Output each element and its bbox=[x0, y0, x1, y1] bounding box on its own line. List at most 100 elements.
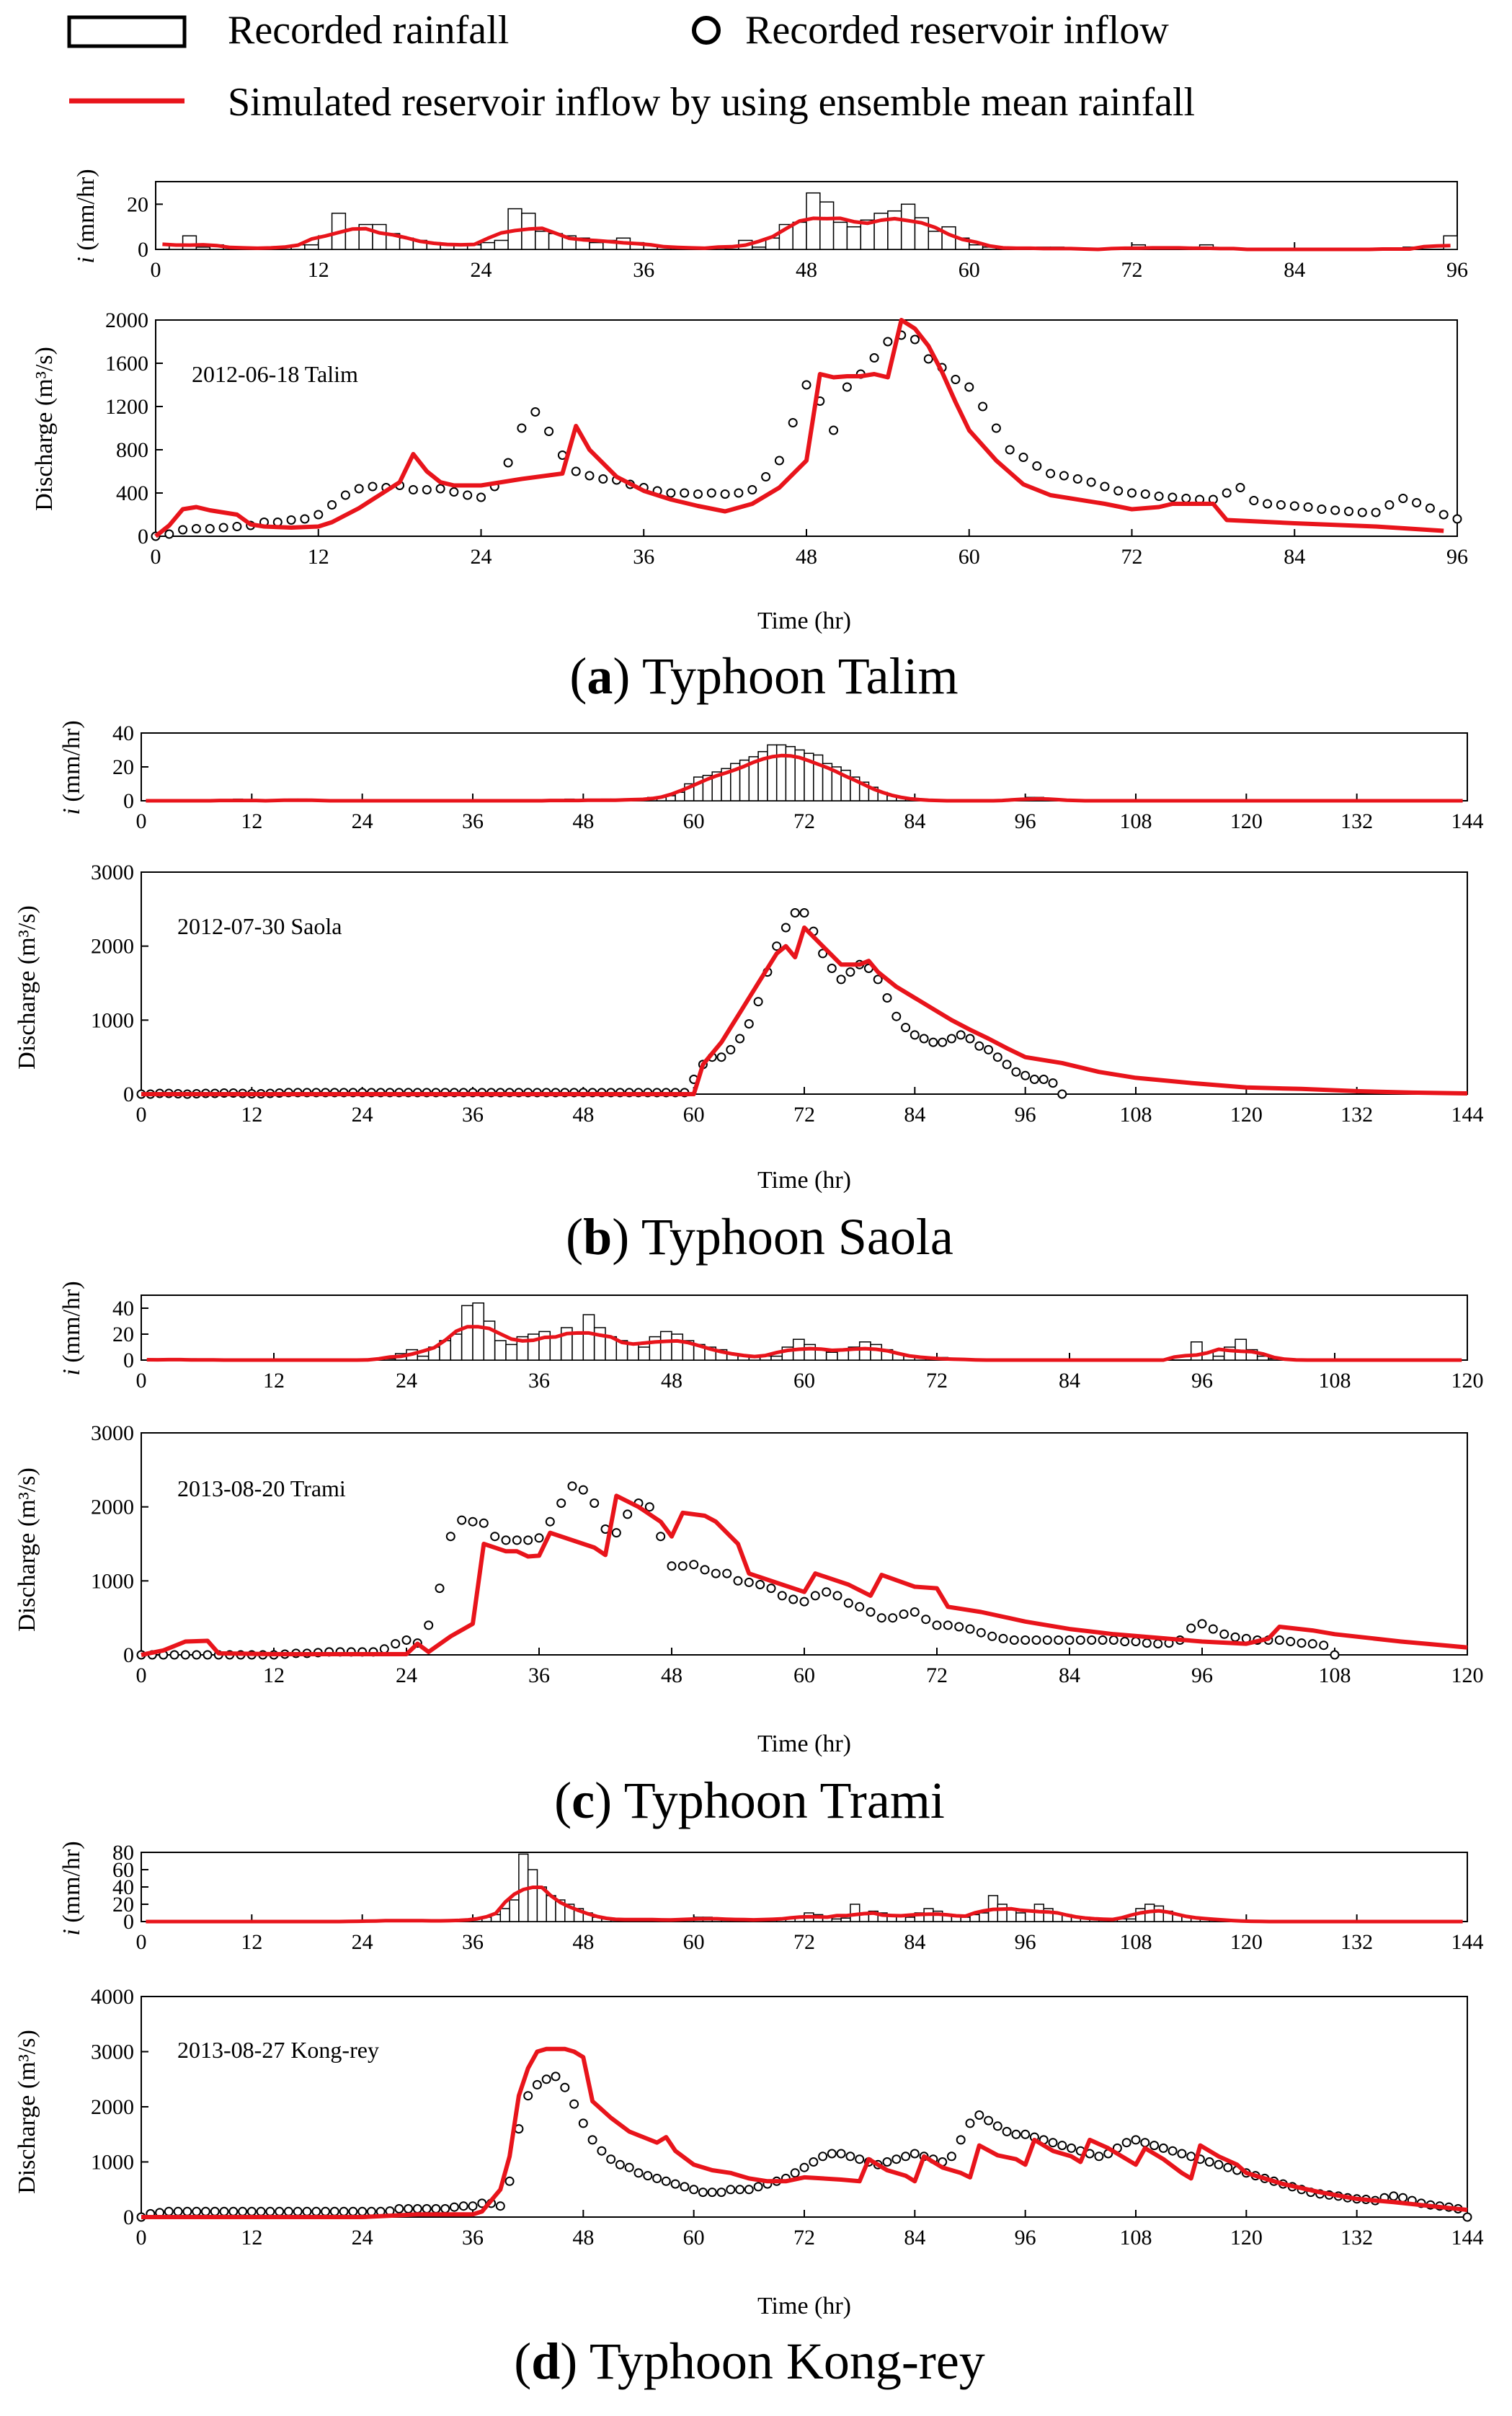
panel-d-observed-point bbox=[984, 2115, 994, 2126]
panel-b-observed-point bbox=[873, 974, 883, 985]
panel-d-observed-point bbox=[200, 2206, 210, 2216]
panel-c-discharge-xtick-label: 36 bbox=[528, 1664, 550, 1687]
panel-c-observed-point bbox=[545, 1516, 555, 1527]
panel-a-observed-point bbox=[1181, 494, 1191, 503]
panel-d-observed-point bbox=[1149, 2141, 1160, 2151]
panel-d-observed-point bbox=[321, 2206, 331, 2216]
panel-b-observed-point bbox=[1029, 1075, 1039, 1084]
panel-b-observed-point bbox=[882, 993, 892, 1003]
panel-a-rainfall-bar bbox=[832, 221, 848, 250]
panel-a-rainfall-bar bbox=[182, 235, 197, 250]
panel-a-rainfall-bar bbox=[969, 244, 984, 250]
panel-d-observed-point bbox=[680, 2182, 690, 2192]
panel-c-discharge-chart: 0 12 24 36 48 60 72 84 96 108 120 0 1000 2000 3000 bbox=[91, 1421, 1484, 1687]
panel-b-rain-xtick-label: 96 bbox=[1015, 809, 1036, 833]
panel-c-observed-point bbox=[623, 1509, 633, 1519]
panel-b-observed-point bbox=[891, 1011, 902, 1021]
panel-c-observed-point bbox=[799, 1596, 809, 1607]
panel-a-observed-point bbox=[842, 382, 852, 392]
panel-d-observed-point bbox=[192, 2206, 202, 2216]
panel-c-discharge-ytick-label: 2000 bbox=[91, 1496, 134, 1519]
panel-d-observed-point bbox=[633, 2168, 644, 2178]
panel-a-observed-point bbox=[1357, 507, 1367, 518]
panel-b-rain-xtick-label: 144 bbox=[1451, 809, 1484, 833]
panel-a-rainfall-bar bbox=[887, 210, 902, 250]
panel-c-discharge-xtick-label: 108 bbox=[1319, 1664, 1351, 1687]
panel-b-discharge-xtick-label: 60 bbox=[683, 1103, 705, 1127]
panel-a-rain-ytick-label: 20 bbox=[127, 192, 148, 216]
panel-c-observed-point bbox=[998, 1633, 1008, 1643]
panel-c-rain-xtick-label: 48 bbox=[661, 1369, 682, 1393]
panel-c-observed-point bbox=[424, 1620, 434, 1630]
panel-a-observed-point bbox=[1222, 488, 1232, 498]
panel-c-observed-point bbox=[1297, 1638, 1307, 1648]
panel-a: 0 12 24 36 48 60 72 84 96 0 20 0 12 24 36 48 60 72 84 96 0 4… bbox=[31, 169, 1468, 705]
panel-c-observed-point bbox=[1120, 1637, 1130, 1646]
panel-d-observed-point bbox=[707, 2188, 717, 2198]
panel-a-rain-xtick-label: 72 bbox=[1121, 258, 1143, 282]
panel-a-observed-point bbox=[1452, 514, 1462, 524]
panel-a-rainfall-bar bbox=[304, 244, 319, 250]
panel-c-rain-xtick-label: 72 bbox=[926, 1369, 948, 1393]
panel-c-observed-point bbox=[965, 1624, 975, 1634]
panel-a-rain-xtick-label: 60 bbox=[959, 258, 980, 282]
panel-d-observed-point bbox=[661, 2176, 671, 2186]
panel-a-observed-point bbox=[1289, 501, 1299, 511]
panel-d-rainfall-bar bbox=[1126, 1918, 1137, 1922]
panel-c-discharge-xtick-label: 120 bbox=[1451, 1664, 1484, 1687]
panel-a-caption: (a) Typhoon Talim bbox=[569, 647, 958, 705]
panel-a-observed-point bbox=[530, 407, 541, 417]
panel-c-observed-point bbox=[755, 1580, 765, 1589]
panel-a-discharge-xtick-label: 48 bbox=[796, 545, 817, 569]
panel-a-rain-xtick-label: 24 bbox=[471, 258, 492, 282]
panel-d-rain-xtick-label: 12 bbox=[241, 1930, 262, 1954]
panel-d-discharge-ytick-label: 1000 bbox=[91, 2151, 134, 2175]
panel-b-observed-point bbox=[790, 908, 800, 918]
panel-c-observed-point bbox=[490, 1532, 500, 1542]
panel-a-observed-point bbox=[923, 354, 933, 364]
panel-b-observed-point bbox=[753, 997, 763, 1007]
panel-d-observed-point bbox=[1140, 2138, 1150, 2148]
panel-b-observed-point bbox=[845, 967, 855, 977]
panel-c-rainfall-bar bbox=[572, 1333, 584, 1361]
panel-a-discharge-ytick-label: 400 bbox=[116, 481, 148, 505]
panel-d-discharge-ytick-label: 0 bbox=[123, 2206, 134, 2229]
panel-c-observed-point bbox=[556, 1498, 566, 1508]
panel-d-observed-point bbox=[1121, 2138, 1131, 2148]
panel-b-discharge-ytick-label: 1000 bbox=[91, 1008, 134, 1032]
panel-d-observed-point bbox=[790, 2168, 800, 2178]
panel-c-observed-point bbox=[667, 1561, 677, 1571]
panel-d-rain-ytick-label: 20 bbox=[112, 1893, 134, 1917]
panel-a-rainfall-bar bbox=[792, 221, 807, 250]
panel-d-observed-point bbox=[541, 2074, 551, 2084]
panel-d-rainfall-bar bbox=[509, 1899, 520, 1922]
panel-c-observed-point bbox=[1186, 1623, 1196, 1633]
panel-d-observed-point bbox=[1158, 2143, 1168, 2153]
panel-d-observed-point bbox=[597, 2146, 607, 2156]
panel-c-observed-point bbox=[1197, 1619, 1207, 1629]
panel-a-observed-point bbox=[734, 488, 744, 498]
panel-d-observed-point bbox=[357, 2206, 368, 2216]
panel-a-observed-point bbox=[327, 500, 337, 510]
panel-b-rain-xtick-label: 0 bbox=[136, 809, 147, 833]
panel-c-observed-point bbox=[1330, 1650, 1340, 1660]
panel-d-observed-point bbox=[256, 2206, 266, 2216]
panel-c-annotation: 2013-08-20 Trami bbox=[177, 1475, 346, 1501]
panel-d-rainfall-bar bbox=[1015, 1912, 1026, 1922]
panel-a-observed-point bbox=[680, 488, 690, 498]
panel-b-rain-xtick-label: 120 bbox=[1230, 809, 1263, 833]
panel-c-observed-point bbox=[866, 1607, 876, 1617]
panel-d-rainfall-bar bbox=[840, 1917, 851, 1922]
panel-b-observed-point bbox=[956, 1030, 966, 1040]
panel-b-discharge-xtick-label: 108 bbox=[1120, 1103, 1152, 1127]
panel-c-observed-point bbox=[843, 1598, 853, 1608]
panel-b-observed-point bbox=[965, 1034, 975, 1044]
panel-d-observed-point bbox=[1057, 2141, 1067, 2151]
panel-d-observed-point bbox=[946, 2151, 956, 2162]
panel-d-observed-point bbox=[726, 2185, 736, 2195]
panel-d-observed-point bbox=[164, 2206, 174, 2216]
panel-d-observed-point bbox=[809, 2157, 819, 2167]
panel-c-rain-xtick-label: 108 bbox=[1319, 1369, 1351, 1393]
panel-a-observed-point bbox=[178, 525, 188, 535]
panel-c-observed-point bbox=[1108, 1635, 1119, 1645]
